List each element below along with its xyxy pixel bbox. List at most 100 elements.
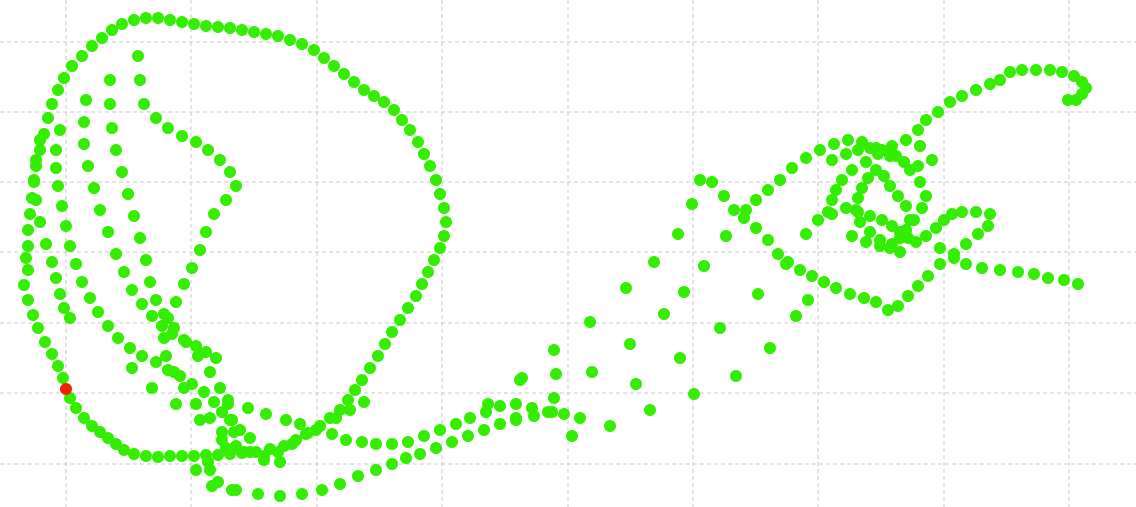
data-point (146, 310, 158, 322)
data-point (994, 74, 1006, 86)
data-point (136, 350, 148, 362)
data-point (932, 106, 944, 118)
data-point (352, 470, 364, 482)
data-point (434, 188, 446, 200)
data-point (316, 484, 328, 496)
data-point (864, 210, 876, 222)
data-point (694, 174, 706, 186)
data-point (920, 114, 932, 126)
data-point (230, 180, 242, 192)
data-point (106, 122, 118, 134)
data-point (658, 308, 670, 320)
data-point (116, 166, 128, 178)
data-point (416, 278, 428, 290)
data-point (70, 258, 82, 270)
data-point (780, 258, 792, 270)
data-point (372, 350, 384, 362)
data-point (150, 112, 162, 124)
data-point (78, 116, 90, 128)
data-point (846, 164, 858, 176)
data-point (790, 310, 802, 322)
data-point (882, 304, 894, 316)
data-point (510, 398, 522, 410)
data-point (212, 476, 224, 488)
data-point (128, 14, 140, 26)
data-point (296, 38, 308, 50)
data-point (32, 322, 44, 334)
data-point (248, 26, 260, 38)
data-point (620, 282, 632, 294)
data-point (860, 156, 872, 168)
data-point (216, 434, 228, 446)
data-point (706, 176, 718, 188)
data-point (102, 320, 114, 332)
data-point (800, 152, 812, 164)
data-point (210, 352, 222, 364)
data-point (214, 382, 226, 394)
data-point (396, 114, 408, 126)
data-point (104, 74, 116, 86)
data-point (214, 154, 226, 166)
data-point (946, 208, 958, 220)
data-point (226, 484, 238, 496)
data-point (478, 424, 490, 436)
data-point (150, 294, 162, 306)
data-point (424, 160, 436, 172)
data-point (242, 402, 254, 414)
data-point (884, 242, 896, 254)
data-point (150, 356, 162, 368)
data-point (122, 188, 134, 200)
data-point (1062, 94, 1074, 106)
data-point (46, 348, 58, 360)
data-point (274, 456, 286, 468)
data-point (24, 208, 36, 220)
data-point (730, 370, 742, 382)
data-point (190, 340, 202, 352)
data-point (698, 260, 710, 272)
data-point (1028, 268, 1040, 280)
data-point (134, 232, 146, 244)
data-point (58, 302, 70, 314)
data-point (894, 246, 906, 258)
data-point (34, 216, 46, 228)
data-point (856, 182, 868, 194)
data-point (126, 284, 138, 296)
data-point (630, 378, 642, 390)
data-point (190, 398, 202, 410)
data-point (852, 144, 864, 156)
data-point (76, 50, 88, 62)
data-point (34, 144, 46, 156)
data-point (280, 414, 292, 426)
data-point (960, 238, 972, 250)
data-point (862, 172, 874, 184)
data-point (80, 94, 92, 106)
data-point (840, 148, 852, 160)
data-point (378, 96, 390, 108)
data-point (328, 60, 340, 72)
data-point (176, 450, 188, 462)
data-point (926, 154, 938, 166)
data-point (152, 451, 164, 463)
data-point (548, 392, 560, 404)
data-point (132, 50, 144, 62)
data-point (94, 204, 106, 216)
data-point (272, 446, 284, 458)
data-point (412, 136, 424, 148)
highlight-layer (60, 383, 72, 395)
data-point (18, 279, 30, 291)
data-point (112, 332, 124, 344)
data-point (222, 394, 234, 406)
data-point (296, 488, 308, 500)
data-point (830, 184, 842, 196)
data-point (900, 134, 912, 146)
data-point (370, 464, 382, 476)
data-point (212, 21, 224, 33)
data-point (208, 396, 220, 408)
data-point (52, 180, 64, 192)
data-point (1016, 64, 1028, 76)
data-point (42, 112, 54, 124)
data-point (76, 276, 88, 288)
data-point (386, 326, 398, 338)
data-point (892, 300, 904, 312)
